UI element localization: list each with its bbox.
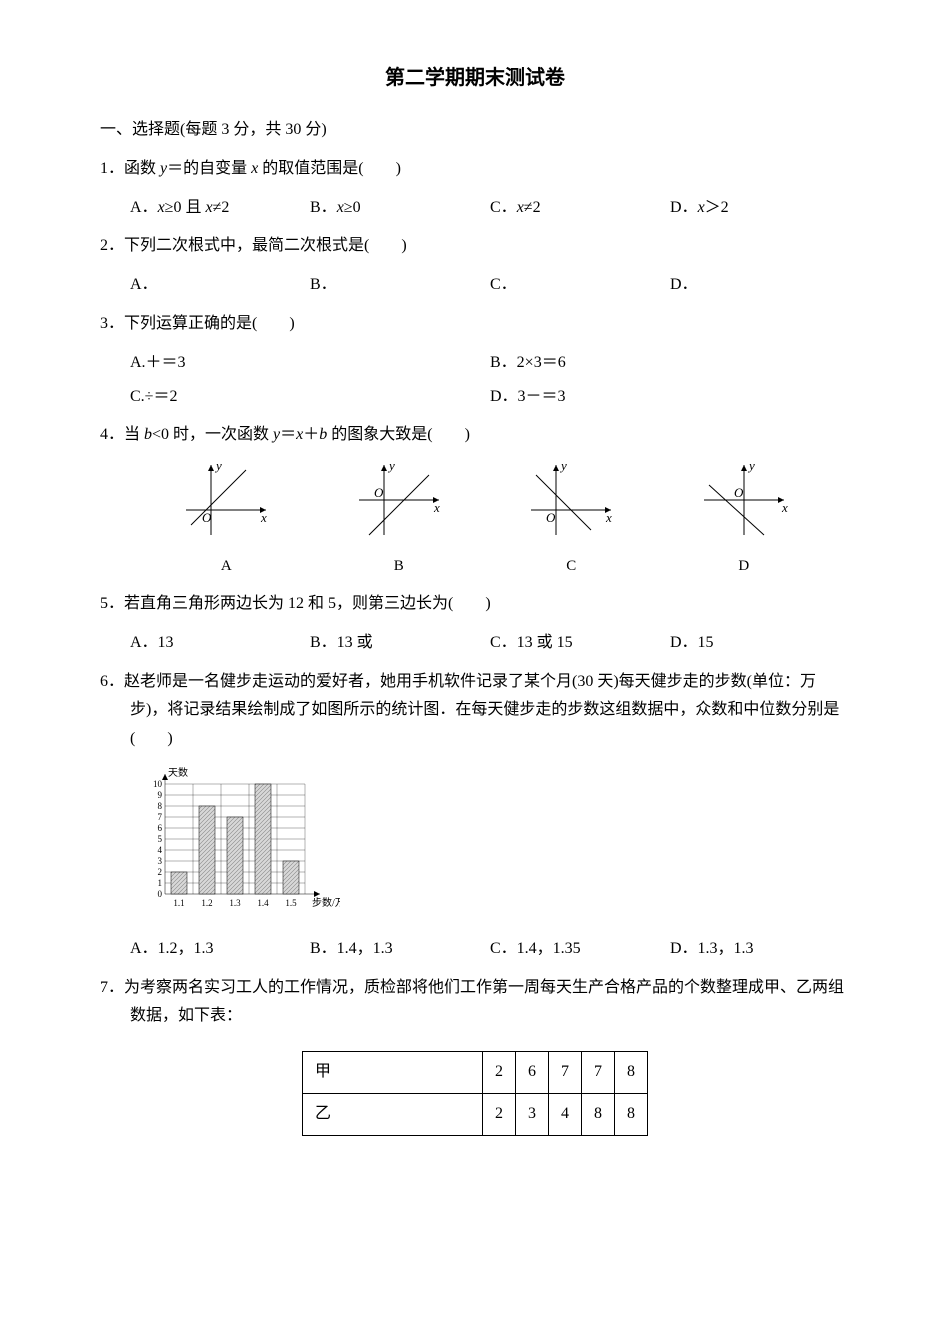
cell: 甲	[303, 1052, 483, 1094]
svg-text:O: O	[202, 510, 212, 525]
q6-opt-c: C．1.4，1.35	[490, 935, 670, 964]
svg-text:8: 8	[158, 801, 163, 811]
q6-opt-b: B．1.4，1.3	[310, 935, 490, 964]
q1-opt-b: B．x≥0	[310, 194, 490, 223]
svg-text:x: x	[260, 510, 267, 525]
question-5: 5．若直角三角形两边长为 12 和 5，则第三边长为( )	[100, 590, 850, 619]
q3-opt-d: D．3－＝3	[490, 383, 850, 412]
table-row: 甲 2 6 7 7 8	[303, 1052, 648, 1094]
svg-text:9: 9	[158, 790, 163, 800]
q4-graph-d: y x O D	[684, 460, 804, 580]
q5-opt-b: B．13 或	[310, 629, 490, 658]
svg-text:10: 10	[153, 779, 163, 789]
q6-options: A．1.2，1.3 B．1.4，1.3 C．1.4，1.35 D．1.3，1.3	[100, 935, 850, 964]
q6-opt-d: D．1.3，1.3	[670, 935, 850, 964]
cell: 乙	[303, 1093, 483, 1135]
q4-graphs: y x O A y x O B y x O C	[100, 460, 850, 580]
q4-label-c: C	[511, 553, 631, 580]
section-header: 一、选择题(每题 3 分，共 30 分)	[100, 116, 850, 145]
q3-options: A.＋＝3 B．2×3＝6 C.÷＝2 D．3－＝3	[100, 349, 850, 412]
question-7: 7．为考察两名实习工人的工作情况，质检部将他们工作第一周每天生产合格产品的个数整…	[100, 974, 850, 1032]
q6-chart: 0 1 2 3 4 5 6 7 8 9 10 1.1 1.2 1.3 1.4 1…	[140, 764, 850, 925]
svg-text:3: 3	[158, 856, 163, 866]
q6-opt-a: A．1.2，1.3	[130, 935, 310, 964]
q4-label-b: B	[339, 553, 459, 580]
q4-graph-b: y x O B	[339, 460, 459, 580]
cell: 2	[483, 1052, 516, 1094]
svg-text:2: 2	[158, 867, 163, 877]
svg-text:x: x	[433, 500, 440, 515]
svg-text:1.5: 1.5	[285, 898, 297, 908]
q1-opt-d: D．x＞2	[670, 194, 850, 223]
svg-text:4: 4	[158, 845, 163, 855]
svg-text:1.1: 1.1	[173, 898, 184, 908]
q4-label-a: A	[166, 553, 286, 580]
q2-opt-b: B．	[310, 271, 490, 300]
question-6: 6．赵老师是一名健步走运动的爱好者，她用手机软件记录了某个月(30 天)每天健步…	[100, 668, 850, 754]
svg-text:O: O	[374, 485, 384, 500]
q4-graph-a: y x O A	[166, 460, 286, 580]
svg-text:天数: 天数	[168, 766, 188, 779]
cell: 8	[615, 1093, 648, 1135]
q3-opt-c: C.÷＝2	[130, 383, 490, 412]
q2-opt-a: A．	[130, 271, 310, 300]
svg-text:1: 1	[158, 878, 163, 888]
cell: 2	[483, 1093, 516, 1135]
question-3: 3．下列运算正确的是( )	[100, 310, 850, 339]
svg-text:1.2: 1.2	[201, 898, 212, 908]
svg-text:y: y	[387, 460, 395, 473]
q5-opt-a: A．13	[130, 629, 310, 658]
svg-text:x: x	[781, 500, 788, 515]
svg-text:7: 7	[158, 812, 163, 822]
q2-opt-c: C．	[490, 271, 670, 300]
svg-text:y: y	[747, 460, 755, 473]
question-2: 2．下列二次根式中，最简二次根式是( )	[100, 232, 850, 261]
svg-text:O: O	[734, 485, 744, 500]
cell: 7	[582, 1052, 615, 1094]
svg-text:步数/万步: 步数/万步	[312, 896, 340, 909]
cell: 8	[615, 1052, 648, 1094]
q4-graph-c: y x O C	[511, 460, 631, 580]
cell: 3	[516, 1093, 549, 1135]
q3-opt-b: B．2×3＝6	[490, 349, 850, 378]
svg-text:1.4: 1.4	[257, 898, 269, 908]
q7-table: 甲 2 6 7 7 8 乙 2 3 4 8 8	[302, 1051, 648, 1136]
q2-options: A． B． C． D．	[100, 271, 850, 300]
q2-opt-d: D．	[670, 271, 850, 300]
q1-opt-a: A．x≥0 且 x≠2	[130, 194, 310, 223]
svg-text:x: x	[605, 510, 612, 525]
svg-text:y: y	[559, 460, 567, 473]
svg-text:0: 0	[158, 889, 163, 899]
svg-text:1.3: 1.3	[229, 898, 241, 908]
q1-options: A．x≥0 且 x≠2 B．x≥0 C．x≠2 D．x＞2	[100, 194, 850, 223]
cell: 4	[549, 1093, 582, 1135]
cell: 6	[516, 1052, 549, 1094]
question-1: 1．函数 y＝的自变量 x 的取值范围是( )	[100, 155, 850, 184]
svg-text:6: 6	[158, 823, 163, 833]
q3-opt-a: A.＋＝3	[130, 349, 490, 378]
cell: 8	[582, 1093, 615, 1135]
q5-opt-c: C．13 或 15	[490, 629, 670, 658]
cell: 7	[549, 1052, 582, 1094]
q4-label-d: D	[684, 553, 804, 580]
svg-text:5: 5	[158, 834, 163, 844]
q1-opt-c: C．x≠2	[490, 194, 670, 223]
svg-text:y: y	[214, 460, 222, 473]
question-4: 4．当 b<0 时，一次函数 y＝x＋b 的图象大致是( )	[100, 421, 850, 450]
table-row: 乙 2 3 4 8 8	[303, 1093, 648, 1135]
q5-opt-d: D．15	[670, 629, 850, 658]
q5-options: A．13 B．13 或 C．13 或 15 D．15	[100, 629, 850, 658]
page-title: 第二学期期末测试卷	[100, 60, 850, 96]
svg-text:O: O	[546, 510, 556, 525]
